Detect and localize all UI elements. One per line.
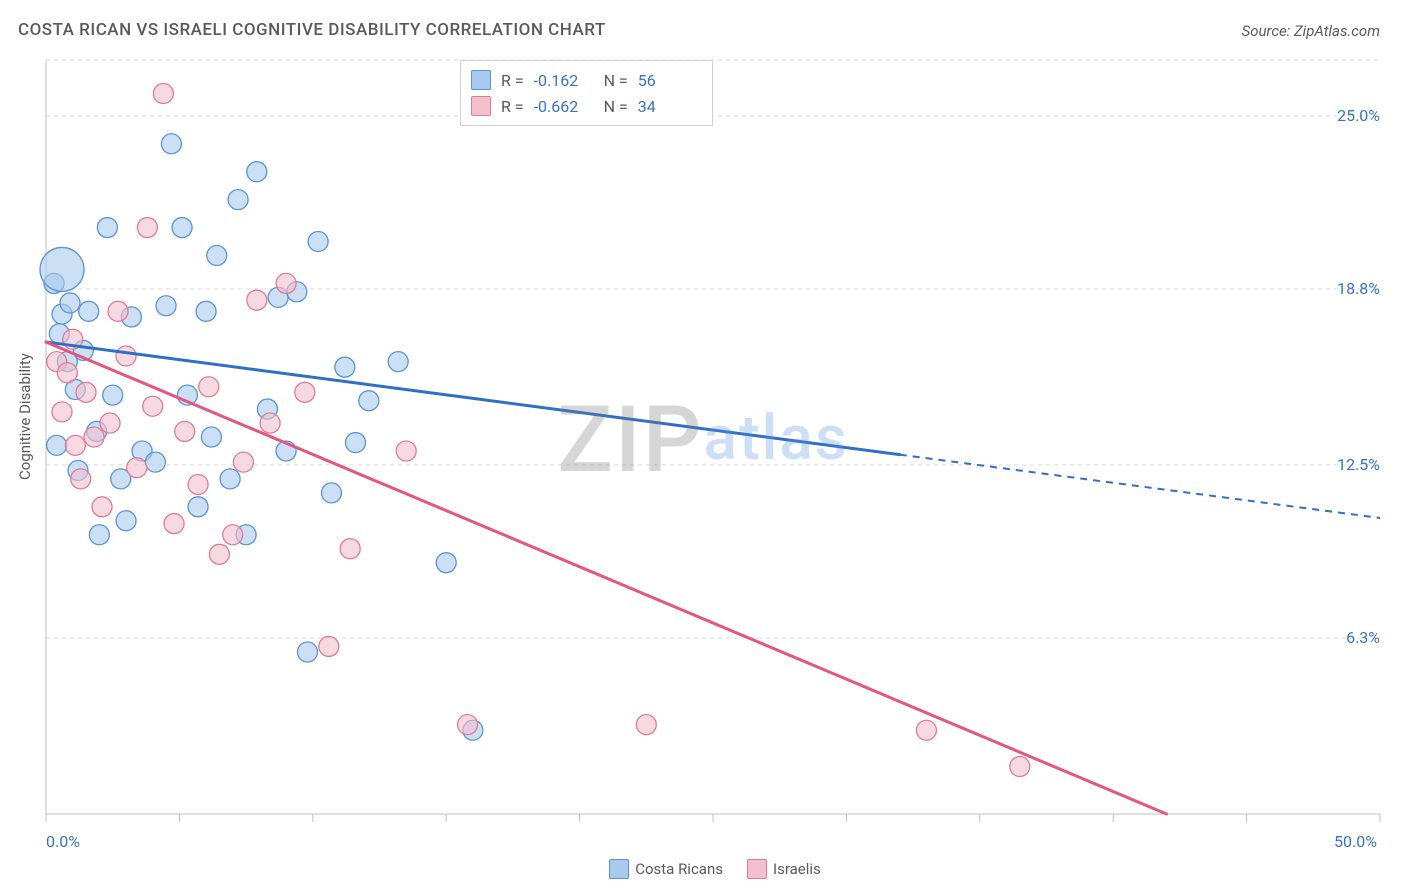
stat-r-value: -0.162 — [534, 71, 594, 90]
stat-n-label: N = — [604, 97, 628, 116]
x-tick-label: 0.0% — [46, 832, 80, 851]
legend-swatch-icon — [471, 70, 491, 90]
stat-n-label: N = — [604, 71, 628, 90]
legend-swatch-icon — [747, 859, 767, 879]
legend-swatch-icon — [471, 96, 491, 116]
stat-n-value: 56 — [638, 71, 698, 90]
correlation-stats-box: R = -0.162 N = 56 R = -0.662 N = 34 — [460, 60, 713, 126]
chart-container: COSTA RICAN VS ISRAELI COGNITIVE DISABIL… — [0, 0, 1406, 892]
plot-svg — [0, 0, 1406, 892]
y-tick-label: 18.8% — [1337, 279, 1380, 298]
stat-row: R = -0.162 N = 56 — [471, 67, 698, 93]
y-tick-label: 25.0% — [1337, 106, 1380, 125]
legend-bottom: Costa Ricans Israelis — [0, 859, 1406, 881]
y-axis-label: Cognitive Disability — [16, 353, 34, 480]
stat-r-value: -0.662 — [534, 97, 594, 116]
legend-series-label: Costa Ricans — [635, 860, 723, 878]
stat-row: R = -0.662 N = 34 — [471, 93, 698, 119]
y-tick-label: 6.3% — [1346, 628, 1380, 647]
stat-r-label: R = — [501, 71, 524, 90]
stat-r-label: R = — [501, 97, 524, 116]
stat-n-value: 34 — [638, 97, 698, 116]
y-tick-label: 12.5% — [1337, 455, 1380, 474]
legend-swatch-icon — [609, 859, 629, 879]
legend-series-label: Israelis — [773, 860, 821, 878]
x-tick-label: 50.0% — [1334, 832, 1377, 851]
